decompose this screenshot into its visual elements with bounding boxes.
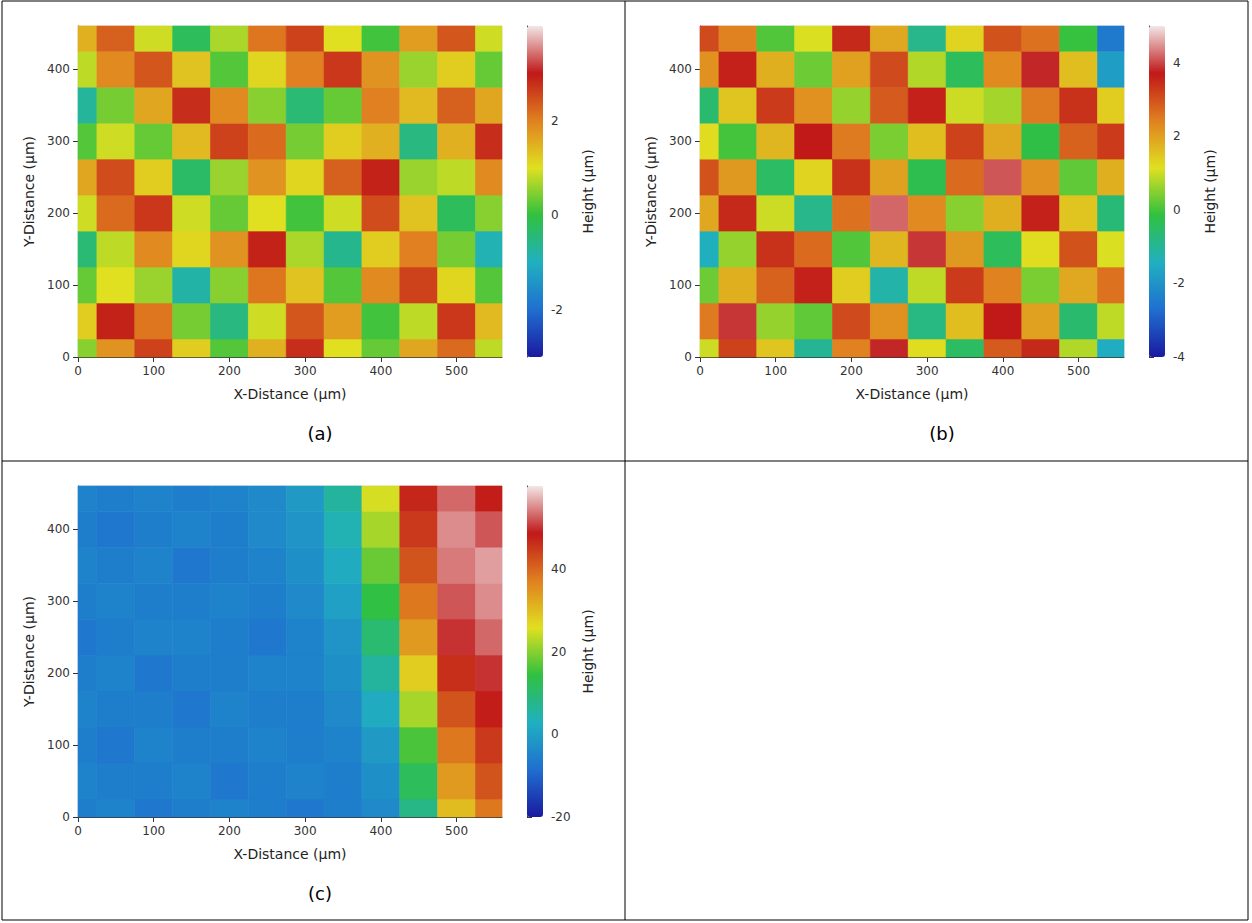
svg-text:200: 200 [218,364,241,378]
svg-text:Y-Distance (μm): Y-Distance (μm) [21,596,37,708]
svg-text:0: 0 [551,727,559,741]
svg-text:0: 0 [1173,203,1181,217]
svg-text:-2: -2 [551,303,563,317]
svg-text:0: 0 [551,208,559,222]
svg-text:300: 300 [294,364,317,378]
svg-text:-2: -2 [1173,276,1185,290]
svg-text:100: 100 [47,738,70,752]
svg-text:200: 200 [47,666,70,680]
svg-text:100: 100 [764,364,787,378]
svg-text:0: 0 [62,350,70,364]
svg-text:X-Distance (μm): X-Distance (μm) [233,846,346,862]
svg-text:0: 0 [62,810,70,824]
svg-text:300: 300 [47,134,70,148]
svg-text:Height (μm): Height (μm) [580,609,596,693]
svg-text:500: 500 [445,824,468,838]
svg-text:Height (μm): Height (μm) [580,149,596,233]
svg-text:300: 300 [294,824,317,838]
svg-text:2: 2 [551,114,559,128]
svg-text:400: 400 [369,364,392,378]
svg-text:-4: -4 [1173,350,1185,364]
svg-text:X-Distance (μm): X-Distance (μm) [855,386,968,402]
svg-text:200: 200 [218,824,241,838]
svg-text:200: 200 [47,206,70,220]
svg-text:400: 400 [47,62,70,76]
svg-text:300: 300 [669,134,692,148]
svg-text:(b): (b) [929,423,954,444]
svg-text:Y-Distance (μm): Y-Distance (μm) [643,136,659,248]
svg-text:(a): (a) [307,423,332,444]
svg-text:400: 400 [991,364,1014,378]
svg-text:Y-Distance (μm): Y-Distance (μm) [21,136,37,248]
svg-text:300: 300 [916,364,939,378]
svg-text:400: 400 [47,522,70,536]
svg-text:500: 500 [1067,364,1090,378]
svg-text:100: 100 [47,278,70,292]
svg-text:0: 0 [74,364,82,378]
svg-text:0: 0 [696,364,704,378]
svg-text:100: 100 [142,824,165,838]
svg-text:400: 400 [369,824,392,838]
svg-text:4: 4 [1173,56,1181,70]
svg-text:200: 200 [840,364,863,378]
svg-text:Height (μm): Height (μm) [1202,149,1218,233]
svg-text:2: 2 [1173,129,1181,143]
svg-text:400: 400 [669,62,692,76]
svg-text:100: 100 [142,364,165,378]
svg-text:100: 100 [669,278,692,292]
svg-text:300: 300 [47,594,70,608]
svg-text:0: 0 [74,824,82,838]
svg-text:-20: -20 [551,810,571,824]
svg-text:0: 0 [684,350,692,364]
svg-text:20: 20 [551,645,566,659]
svg-text:40: 40 [551,562,566,576]
svg-text:(c): (c) [308,883,332,904]
svg-text:X-Distance (μm): X-Distance (μm) [233,386,346,402]
svg-text:200: 200 [669,206,692,220]
svg-text:500: 500 [445,364,468,378]
